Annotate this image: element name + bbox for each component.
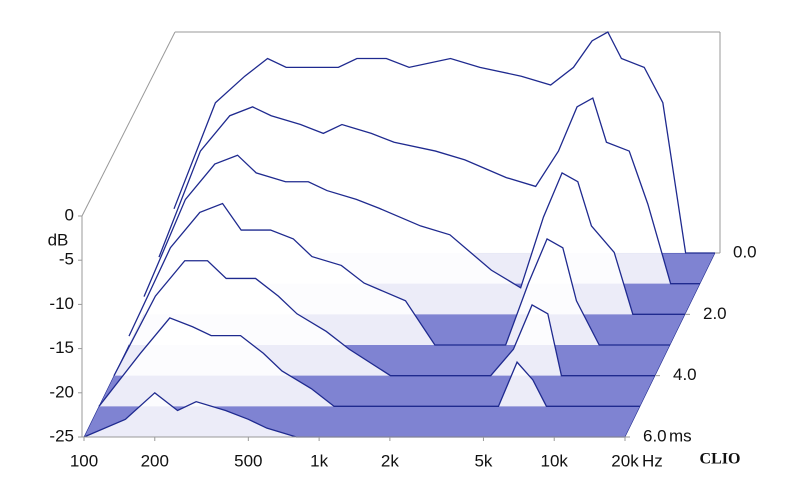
slice-line (143, 154, 685, 315)
slice-line (173, 31, 715, 254)
x-tick-label: 2k (381, 451, 399, 470)
y-tick-label: -15 (49, 338, 74, 357)
y-tick-label: -25 (49, 426, 74, 445)
z-tick-label: 0.0 (733, 242, 757, 261)
y-axis-label: dB (48, 230, 69, 249)
slice-line (158, 97, 700, 285)
z-tick-label: 4.0 (673, 365, 697, 384)
x-tick-label: 1k (310, 451, 328, 470)
y-tick-label: -5 (59, 250, 74, 269)
z-tick-label: 2.0 (703, 304, 727, 323)
slice-fill (99, 317, 640, 407)
y-tick-label: -20 (49, 382, 74, 401)
x-tick-label: 20k (611, 451, 639, 470)
frame-edge (81, 31, 176, 217)
x-axis-label: Hz (642, 451, 663, 470)
slice-line (113, 260, 655, 377)
slice-fill (84, 392, 625, 437)
brand-label: CLIO (700, 451, 741, 468)
z-axis-label: ms (669, 426, 692, 445)
y-tick-label: -10 (49, 294, 74, 313)
x-tick-label: 200 (141, 451, 169, 470)
x-tick-label: 10k (541, 451, 569, 470)
plot-area (83, 31, 716, 438)
z-tick-label: 6.0 (643, 426, 667, 445)
y-tick-label: 0 (65, 205, 74, 224)
x-tick-label: 500 (234, 451, 262, 470)
slice-line (98, 317, 640, 407)
x-tick-label: 5k (474, 451, 492, 470)
x-tick-label: 100 (70, 451, 98, 470)
slice-line (128, 202, 670, 346)
